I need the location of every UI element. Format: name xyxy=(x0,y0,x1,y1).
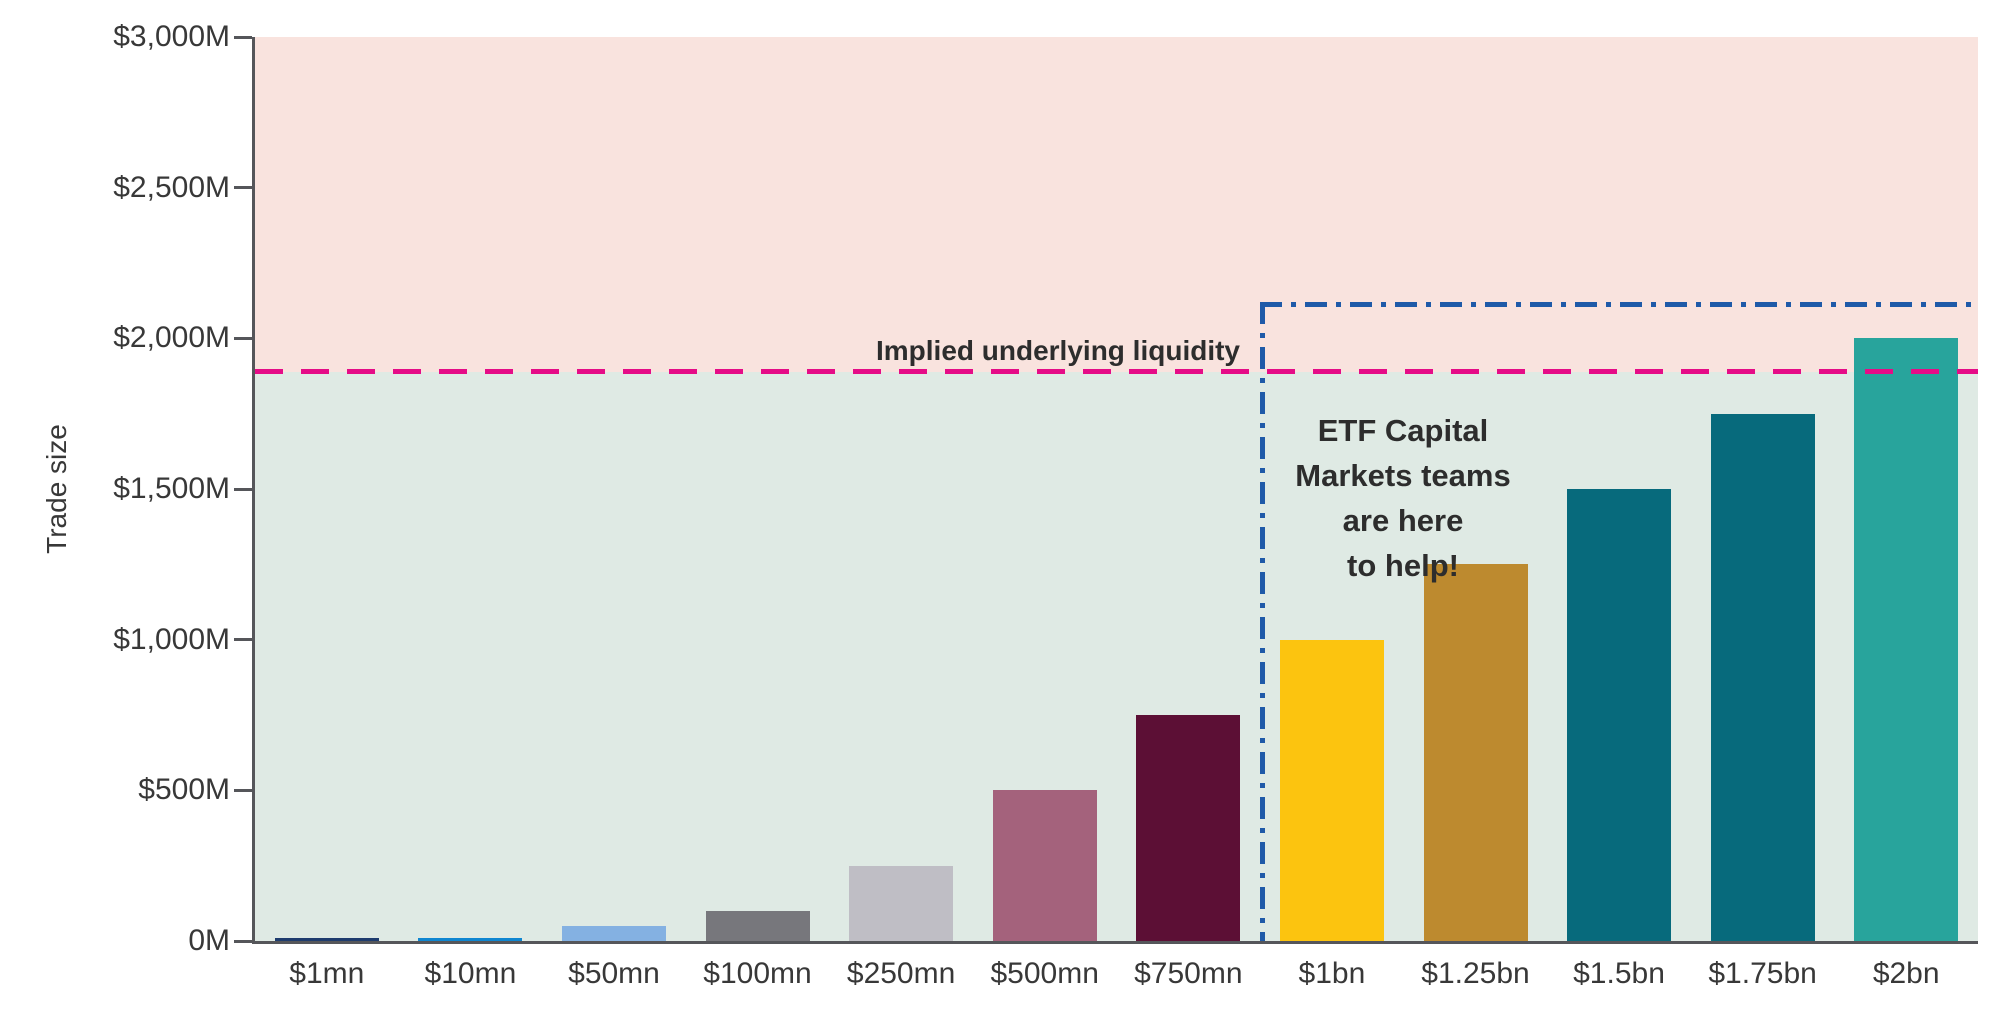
y-tick-label: $1,500M xyxy=(113,472,230,505)
region-below-liquidity xyxy=(255,371,1978,941)
y-tick-mark xyxy=(234,186,252,190)
y-tick-label: $3,000M xyxy=(113,20,230,53)
x-tick-label: $100mn xyxy=(703,957,812,990)
bar-1bn xyxy=(1279,640,1384,941)
y-tick-label: $500M xyxy=(138,773,230,807)
etf-callout-line-3: are here xyxy=(1342,503,1464,538)
bar-10mn xyxy=(418,938,523,941)
bar-175bn xyxy=(1710,414,1815,941)
y-tick-mark xyxy=(234,788,252,792)
bar-15bn xyxy=(1567,489,1671,941)
bar-100mn xyxy=(705,911,810,941)
callout-box-left-border xyxy=(1260,302,1266,941)
y-tick-label: 0M xyxy=(188,924,230,957)
y-tick-mark xyxy=(234,487,252,491)
y-tick-mark xyxy=(234,638,252,642)
callout-box-top-border xyxy=(1260,302,1978,308)
x-tick-label: $250mn xyxy=(846,957,956,990)
x-tick-label: $10mn xyxy=(424,957,517,990)
region-above-liquidity xyxy=(255,37,1978,372)
x-tick-label: $500mn xyxy=(990,957,1099,990)
y-tick-label: $2,500M xyxy=(113,170,230,204)
etf-callout-text: ETF Capital Markets teams are here to he… xyxy=(1193,408,1613,588)
implied-liquidity-line xyxy=(255,369,1978,374)
bar-125bn xyxy=(1423,564,1528,941)
x-tick-label: $750mn xyxy=(1134,957,1243,990)
x-tick-label: $1bn xyxy=(1298,957,1366,990)
y-tick-mark xyxy=(234,35,252,39)
bar-50mn xyxy=(562,926,666,941)
etf-callout-line-4: to help! xyxy=(1347,548,1459,583)
y-axis-line xyxy=(252,37,255,944)
etf-callout-line-1: ETF Capital xyxy=(1317,413,1489,448)
bar-2bn xyxy=(1854,338,1959,941)
implied-liquidity-label: Implied underlying liquidity xyxy=(875,335,1240,366)
x-tick-label: $1mn xyxy=(289,957,365,990)
x-tick-label: $1.75bn xyxy=(1708,957,1817,990)
plot-area xyxy=(255,37,1978,941)
bar-1mn xyxy=(274,938,379,941)
y-tick-mark xyxy=(234,939,252,943)
x-tick-label: $1.5bn xyxy=(1573,957,1665,990)
bar-250mn xyxy=(849,866,954,941)
x-tick-label: $50mn xyxy=(568,957,660,990)
etf-callout-line-2: Markets teams xyxy=(1295,458,1511,493)
bar-500mn xyxy=(992,790,1097,941)
x-axis-line xyxy=(252,941,1978,944)
y-tick-mark xyxy=(234,336,252,340)
x-tick-label: $2bn xyxy=(1872,957,1940,990)
x-tick-label: $1.25bn xyxy=(1421,957,1530,990)
y-tick-label: $1,000M xyxy=(113,622,230,656)
bar-750mn xyxy=(1136,715,1241,941)
y-tick-label: $2,000M xyxy=(113,321,230,355)
